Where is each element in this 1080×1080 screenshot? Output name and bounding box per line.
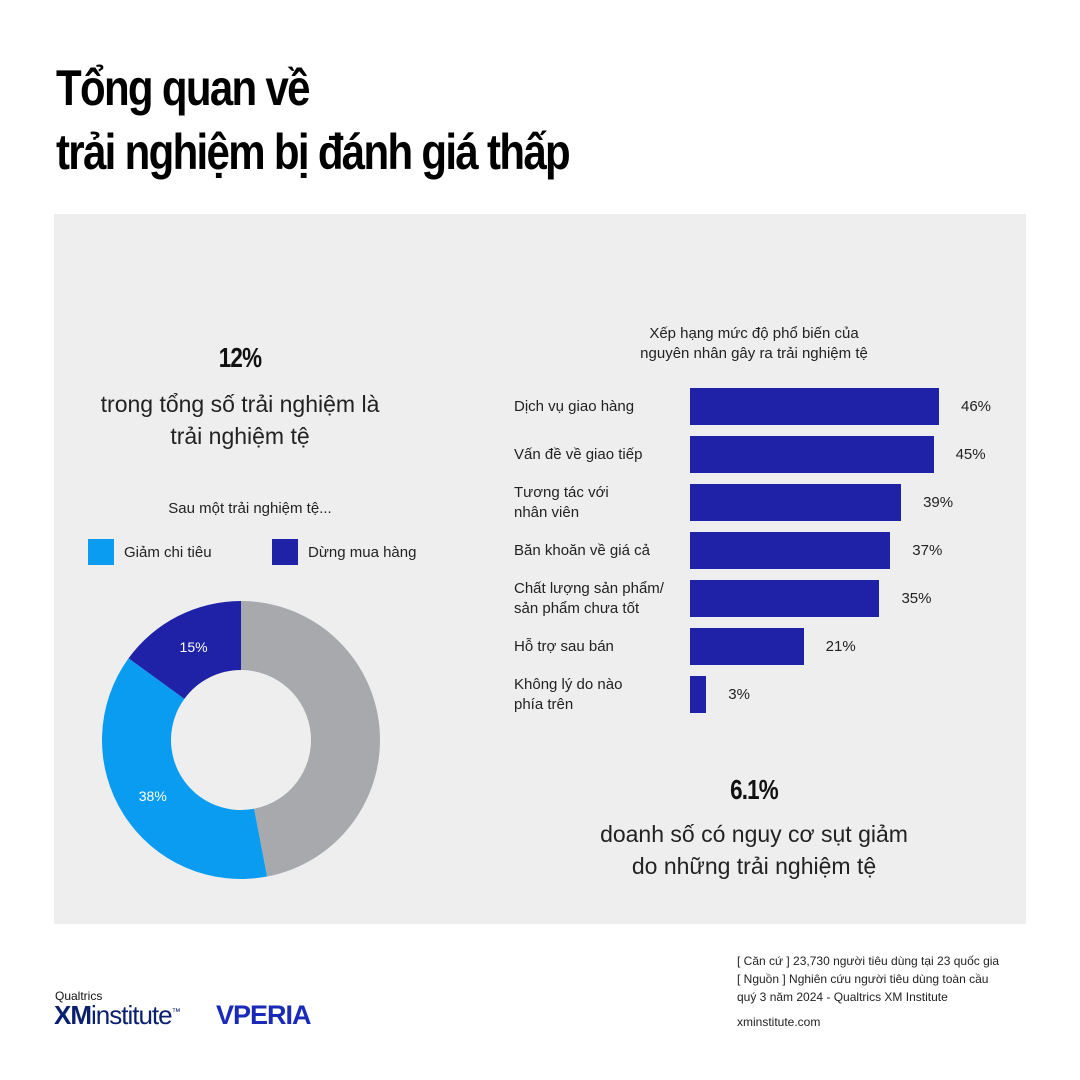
bar bbox=[690, 580, 880, 617]
revenue-risk-value: 6.1% bbox=[730, 774, 779, 805]
bar-category-label: Không lý do nào phía trên bbox=[514, 675, 684, 715]
bar bbox=[690, 484, 902, 521]
bar-category-label: Vấn đề về giao tiếp bbox=[514, 445, 684, 465]
source-note-line-1: [ Căn cứ ] 23,730 người tiêu dùng tại 23… bbox=[737, 954, 1000, 968]
bar-category-label-line: Chất lượng sản phẩm/ bbox=[514, 579, 664, 597]
bar-category-label-line: sản phẩm chưa tốt bbox=[514, 599, 640, 617]
bar-category-label-line: nhân viên bbox=[514, 503, 580, 521]
bar-category-label: Dịch vụ giao hàng bbox=[514, 397, 684, 417]
revenue-risk-text-line-2: do những trải nghiệm tệ bbox=[631, 853, 877, 879]
bad-experience-share-text-line-1: trong tổng số trải nghiệm là bbox=[100, 391, 380, 417]
donut-chart: 38% 15% bbox=[101, 601, 381, 879]
bar-category-label-line: Dịch vụ giao hàng bbox=[514, 397, 635, 415]
xm-logo-mark: XM bbox=[54, 1000, 92, 1030]
bar-value-label: 3% bbox=[728, 685, 750, 703]
vperia-logo: VPERIA bbox=[216, 1000, 312, 1030]
source-note: [ Căn cứ ] 23,730 người tiêu dùng tại 23… bbox=[737, 952, 999, 1006]
bar-category-label-line: phía trên bbox=[514, 695, 574, 713]
legend-label-stop-buying: Dừng mua hàng bbox=[308, 543, 417, 561]
revenue-risk-text-line-1: doanh số có nguy cơ sụt giảm bbox=[600, 821, 908, 847]
legend-item-reduce-spending: Giảm chi tiêu bbox=[88, 539, 212, 565]
bar-category-label: Chất lượng sản phẩm/sản phẩm chưa tốt bbox=[514, 579, 684, 619]
bar bbox=[690, 676, 707, 713]
bar-chart: Dịch vụ giao hàng 46% Vấn đề về giao tiếp 4… bbox=[54, 214, 1026, 924]
page-title: Tổng quan về trải nghiệm bị đánh giá thấ… bbox=[56, 56, 571, 184]
bad-experience-share-value: 12% bbox=[218, 342, 262, 373]
bar-chart-title-line-1: Xếp hạng mức độ phổ biến của bbox=[649, 325, 859, 342]
bar bbox=[690, 388, 939, 425]
donut-slice-label: 38% bbox=[139, 788, 167, 804]
page-title-line-1: Tổng quan về bbox=[56, 60, 311, 116]
bar-value-label: 37% bbox=[912, 541, 943, 559]
bad-experience-share-text-line-2: trải nghiệm tệ bbox=[170, 423, 310, 449]
legend-item-stop-buying: Dừng mua hàng bbox=[272, 539, 416, 565]
legend-swatch-reduce-spending bbox=[88, 539, 114, 565]
content-panel: 12% trong tổng số trải nghiệm là trải ng… bbox=[54, 214, 1026, 924]
qualtrics-logo-text: Qualtrics bbox=[55, 989, 103, 1003]
donut-subtitle: Sau một trải nghiệm tệ... bbox=[168, 500, 332, 517]
bar-chart-title: Xếp hạng mức độ phổ biến của nguyên nhân… bbox=[574, 324, 934, 364]
bar-category-label: Tương tác với nhân viên bbox=[514, 483, 684, 523]
bar-value-label: 35% bbox=[901, 589, 932, 607]
bar-category-label: Hỗ trợ sau bán bbox=[514, 637, 684, 657]
donut-slice-dừng-mua-hàng bbox=[128, 601, 241, 699]
bar-category-label-line: Băn khoăn về giá cả bbox=[514, 541, 650, 559]
donut-slice-other bbox=[241, 601, 381, 877]
source-url[interactable]: xminstitute.com bbox=[737, 1015, 821, 1029]
bar-chart-title-line-2: nguyên nhân gây ra trải nghiệm tệ bbox=[640, 345, 868, 362]
bar-category-label-line: Tương tác với bbox=[514, 483, 609, 501]
bar-category-label-line: Vấn đề về giao tiếp bbox=[514, 445, 643, 463]
bar-value-label: 39% bbox=[923, 493, 954, 511]
bar-category-label: Băn khoăn về giá cả bbox=[514, 541, 684, 561]
bad-experience-share-text: trong tổng số trải nghiệm là trải nghiệm… bbox=[70, 388, 410, 452]
bar-category-label-line: Không lý do nào bbox=[514, 675, 623, 693]
page-title-line-2: trải nghiệm bị đánh giá thấp bbox=[56, 124, 571, 180]
legend-label-reduce-spending: Giảm chi tiêu bbox=[124, 543, 212, 561]
trademark-mark: ™ bbox=[171, 1006, 181, 1017]
bar-value-label: 45% bbox=[955, 445, 986, 463]
bar bbox=[690, 436, 934, 473]
revenue-risk-text: doanh số có nguy cơ sụt giảm do những tr… bbox=[574, 818, 934, 882]
donut-slice-label: 15% bbox=[180, 639, 208, 655]
donut-slice-giảm-chi-tiêu bbox=[101, 658, 268, 879]
xm-institute-logo: XMinstitute™ bbox=[54, 1000, 181, 1031]
bar-value-label: 46% bbox=[961, 397, 992, 415]
legend-swatch-stop-buying bbox=[272, 539, 298, 565]
institute-logo-word: institute bbox=[91, 1000, 173, 1030]
bar-value-label: 21% bbox=[825, 637, 856, 655]
source-note-line-2: [ Nguồn ] Nghiên cứu người tiêu dùng toà… bbox=[737, 972, 989, 986]
bar-category-label-line: Hỗ trợ sau bán bbox=[514, 637, 614, 655]
source-note-line-3: quý 3 năm 2024 - Qualtrics XM Institute bbox=[737, 990, 948, 1004]
bar bbox=[690, 532, 891, 569]
bar bbox=[690, 628, 804, 665]
